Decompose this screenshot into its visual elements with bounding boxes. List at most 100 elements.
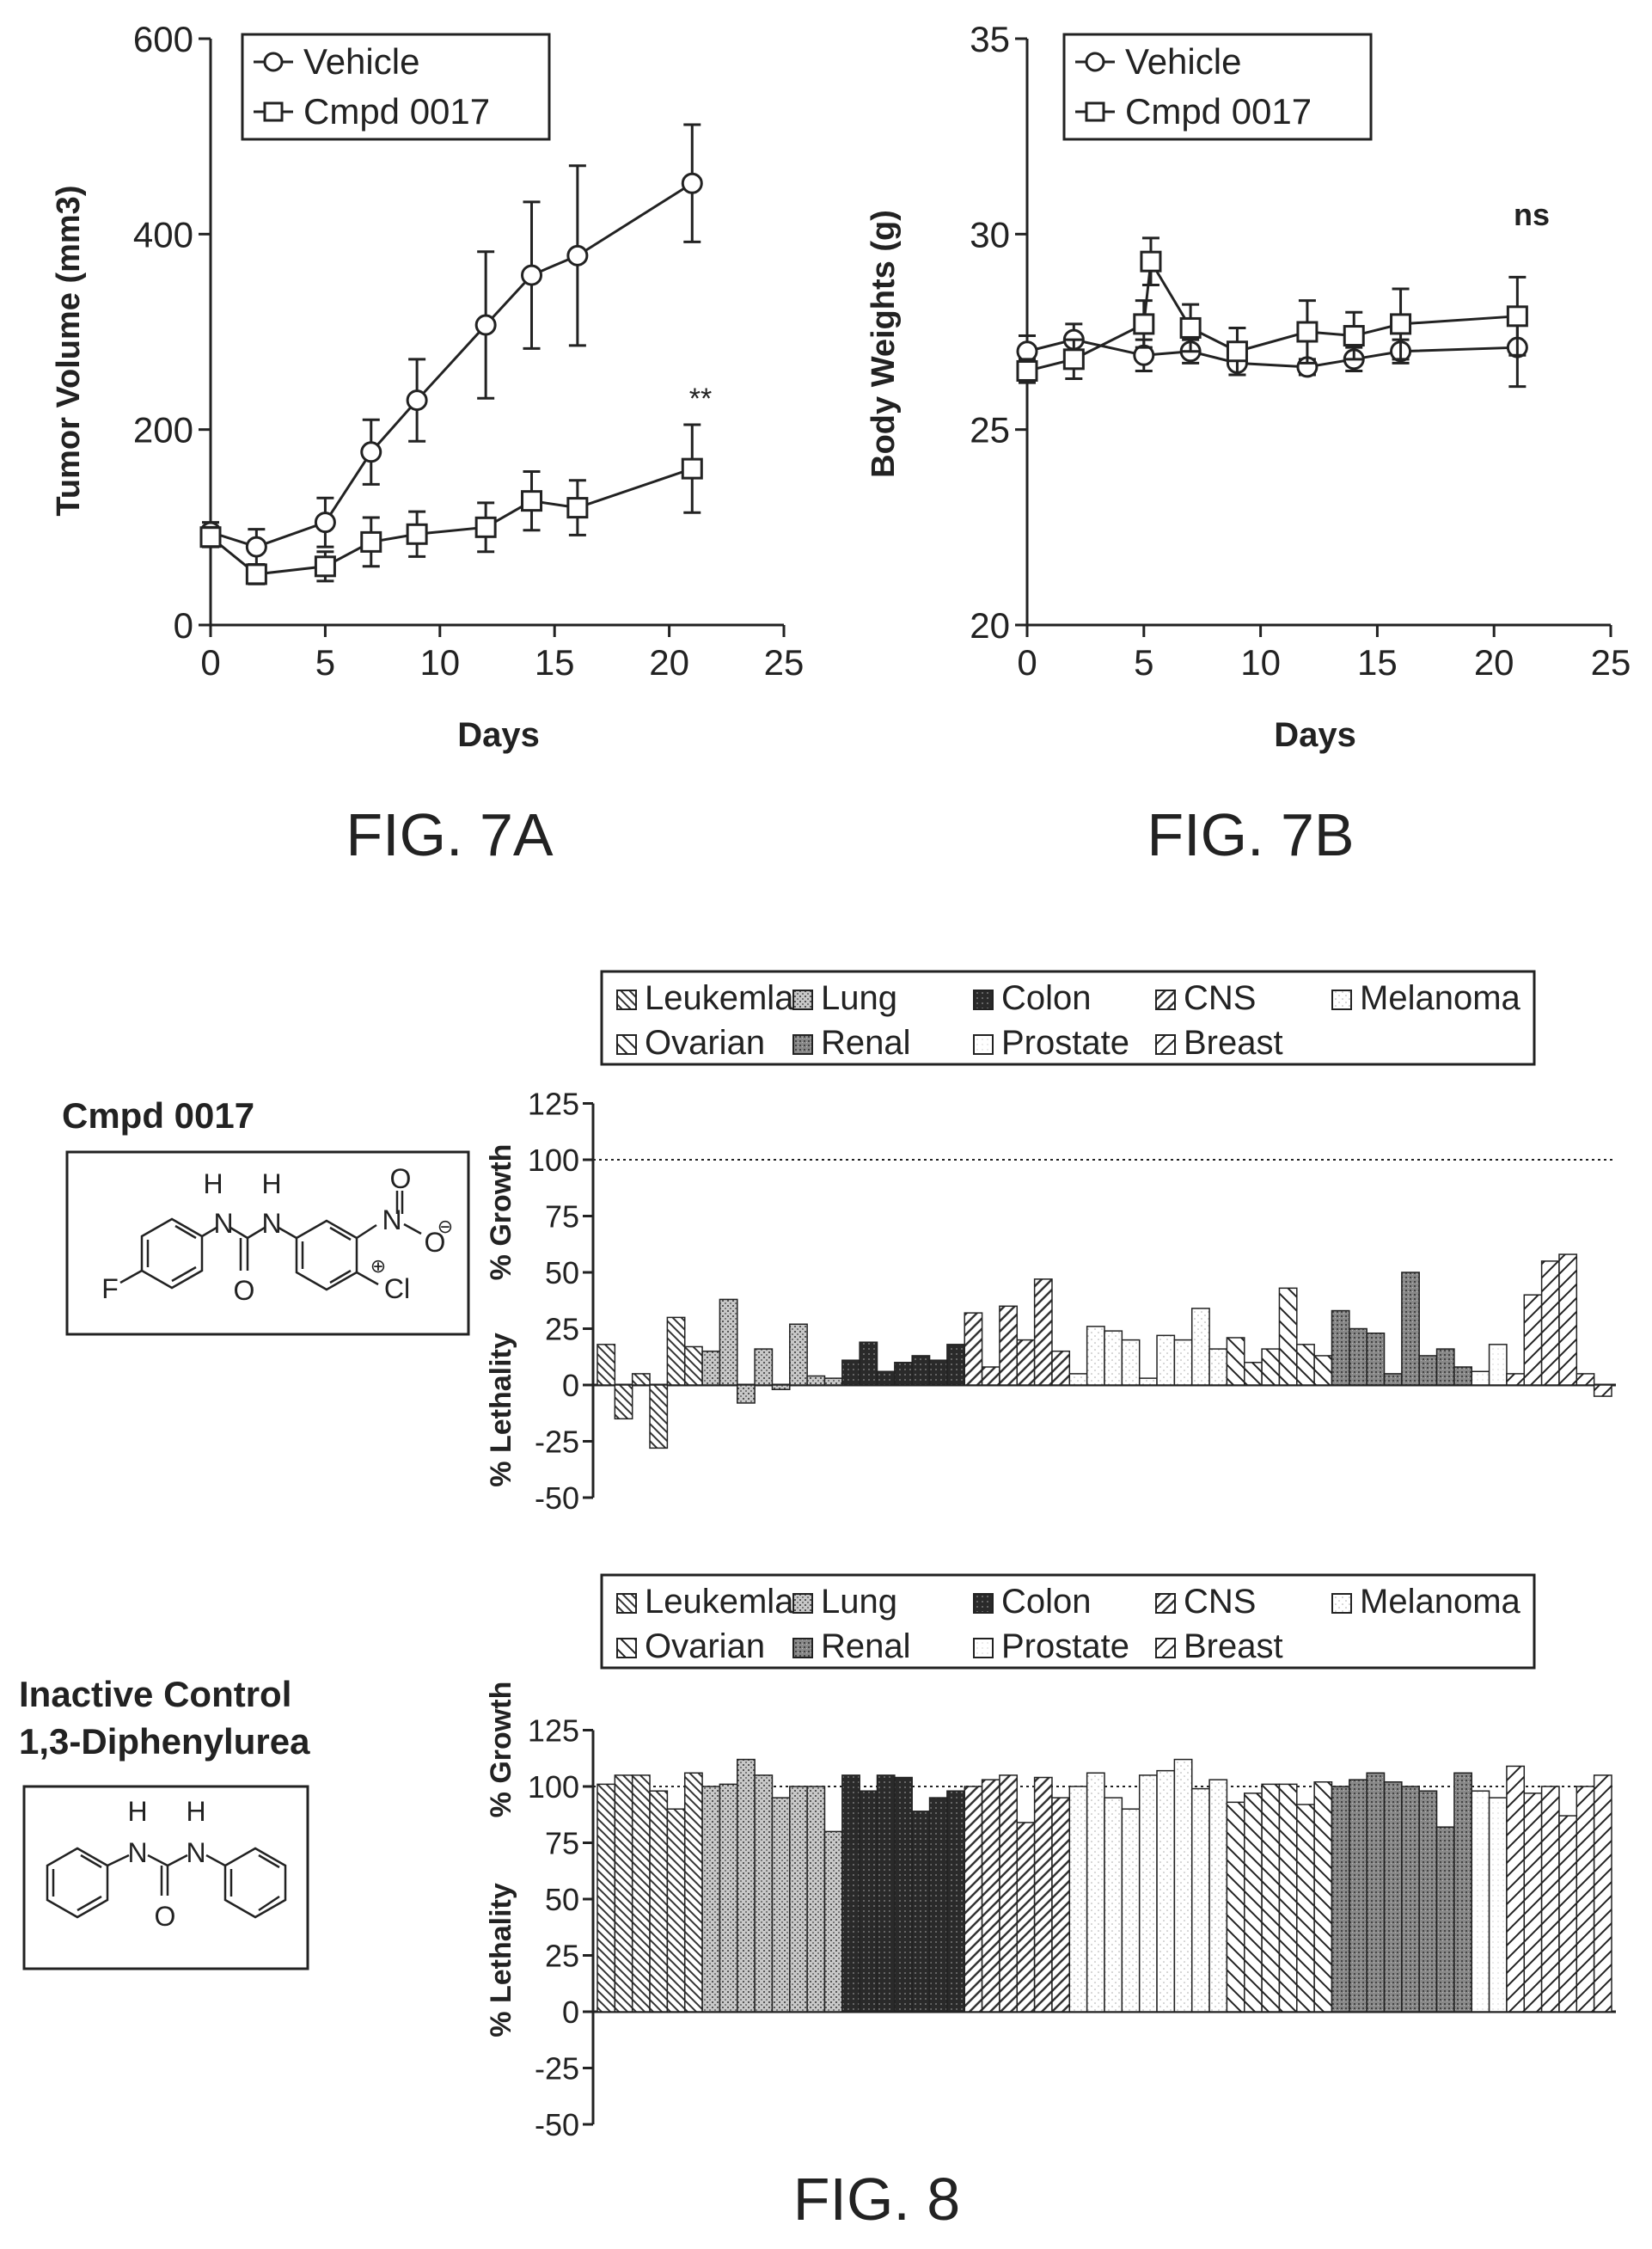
data-point-square <box>1133 313 1155 335</box>
legend-label: CNS <box>1184 979 1256 1017</box>
body-weight-marks <box>1016 236 1528 389</box>
legend-frame <box>600 970 1536 1066</box>
legend-label: Lung <box>821 979 897 1017</box>
bar <box>683 1345 703 1386</box>
diphenylurea-ylabel-lethality: % Lethality <box>485 1883 517 2038</box>
body-weight-legend: Vehicle Cmpd 0017 <box>1062 33 1373 141</box>
bar <box>1226 1337 1245 1386</box>
atom-n: N <box>186 1837 205 1868</box>
legend-cmpd-label: Cmpd 0017 <box>303 91 490 132</box>
legend-swatch <box>1155 1638 1176 1658</box>
caption-fig7b: FIG. 7B <box>1147 801 1354 868</box>
tumor-volume-xlabel: Days <box>457 716 540 754</box>
bar <box>737 1758 756 2013</box>
bar <box>1383 1373 1403 1386</box>
atom-h: H <box>127 1796 147 1827</box>
atom-o: O <box>155 1901 176 1932</box>
data-point-square <box>566 497 589 519</box>
legend-label: Renal <box>821 1024 911 1062</box>
bar <box>1278 1783 1298 2013</box>
bar <box>1190 1308 1210 1386</box>
atom-o: O <box>234 1275 255 1306</box>
bar <box>841 1359 860 1386</box>
tumor-volume-ylabel: Tumor Volume (mm3) <box>51 186 87 517</box>
legend-swatch <box>792 1593 813 1614</box>
bar <box>1068 1373 1088 1386</box>
bar <box>1261 1783 1281 2013</box>
bar <box>876 1370 896 1386</box>
atom-n: N <box>382 1204 401 1235</box>
bar <box>859 1341 878 1386</box>
legend-cmpd-label: Cmpd 0017 <box>1125 91 1312 132</box>
bar <box>1366 1772 1386 2013</box>
bar <box>1383 1781 1403 2013</box>
legend-swatch <box>973 1638 994 1658</box>
bar <box>928 1797 948 2013</box>
bar <box>1278 1287 1298 1386</box>
legend-swatch <box>1331 1593 1352 1614</box>
bar <box>1576 1786 1595 2013</box>
bar <box>1296 1344 1315 1386</box>
tumor-volume-axes: 0 5 10 15 20 25 0 200 400 600 <box>133 19 804 683</box>
bar <box>999 1774 1019 2013</box>
legend-swatch <box>1155 1593 1176 1614</box>
legend-label: Lung <box>821 1583 897 1621</box>
legend-label: Leukemla <box>645 1583 794 1621</box>
bar <box>1349 1327 1367 1386</box>
bar <box>1244 1792 1263 2013</box>
body-weight-ylabel: Body Weights (g) <box>866 210 902 478</box>
legend-label: Melanoma <box>1360 1583 1521 1621</box>
x-tick-label: 0 <box>1017 642 1037 683</box>
bar <box>1331 1309 1350 1386</box>
phenyl-ring-right <box>223 1847 287 1919</box>
y-tick-label: 75 <box>545 1199 579 1235</box>
bar <box>911 1811 931 2013</box>
cmpd-0017-growth-chart: Leukemla Lung Colon CNS Melanoma Ovarian Renal… <box>485 970 1616 1516</box>
y-tick-label: -50 <box>535 1480 579 1516</box>
legend-label: Leukemla <box>645 979 794 1017</box>
y-tick-label: 200 <box>133 410 193 450</box>
atom-h: H <box>203 1168 223 1199</box>
bar <box>928 1359 948 1386</box>
atom-n: N <box>213 1208 233 1239</box>
legend-square-marker <box>263 101 284 122</box>
data-point-square <box>406 523 428 545</box>
data-point-square <box>1506 305 1528 328</box>
structure-frame <box>22 1785 309 1970</box>
bar <box>911 1355 931 1386</box>
x-tick-label: 25 <box>1591 642 1631 683</box>
bar <box>1121 1808 1141 2013</box>
bar <box>1401 1786 1420 2013</box>
legend-label: Colon <box>1001 1583 1092 1621</box>
bar <box>876 1774 896 2013</box>
data-point-circle <box>360 441 382 463</box>
y-tick-label: -25 <box>535 1425 579 1460</box>
bar <box>1349 1779 1367 2013</box>
caption-fig8: FIG. 8 <box>793 2166 960 2233</box>
bar <box>1401 1272 1420 1386</box>
data-point-square <box>1179 316 1202 339</box>
y-tick-label: 0 <box>562 1995 579 2030</box>
diphenylurea-bars <box>597 1758 1612 2013</box>
ns-annotation: ns <box>1514 197 1550 232</box>
bar <box>1104 1797 1123 2013</box>
data-point-square <box>199 526 222 548</box>
bar <box>1418 1790 1438 2013</box>
significance-marker: ** <box>689 383 712 415</box>
bar <box>1033 1278 1053 1386</box>
bar <box>806 1375 826 1386</box>
bar <box>999 1305 1019 1386</box>
bar <box>1540 1786 1560 2013</box>
bar <box>719 1783 738 2013</box>
x-tick-label: 10 <box>419 642 460 683</box>
data-point-square <box>1390 313 1412 335</box>
data-point-square <box>474 516 497 538</box>
bar <box>1488 1344 1508 1386</box>
cmpd-0017-structure: H H N N O F Cl O N O ⊕ ⊖ <box>65 1150 470 1336</box>
legend-label: Breast <box>1184 1627 1283 1665</box>
diphenylurea-legend: Leukemla Lung Colon CNS Melanoma Ovarian Renal… <box>600 1573 1536 1670</box>
legend-swatch <box>792 1034 813 1055</box>
bar <box>1313 1781 1333 2013</box>
bar <box>981 1366 1000 1386</box>
